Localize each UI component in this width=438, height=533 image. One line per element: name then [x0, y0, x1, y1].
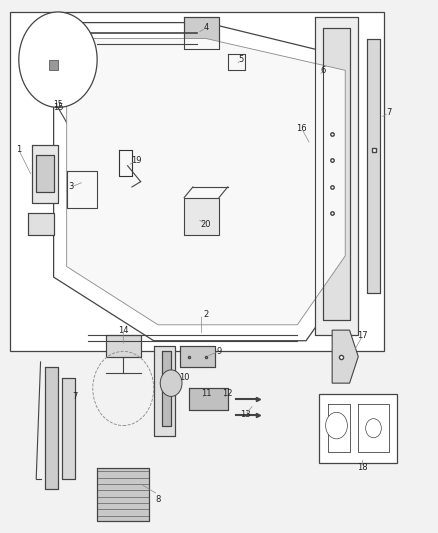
- Polygon shape: [119, 150, 132, 176]
- Polygon shape: [367, 38, 380, 293]
- Bar: [10, 12, 385, 351]
- Text: 7: 7: [73, 392, 78, 401]
- Circle shape: [19, 12, 97, 108]
- Polygon shape: [41, 49, 67, 81]
- Polygon shape: [315, 17, 358, 335]
- Polygon shape: [36, 155, 53, 192]
- FancyBboxPatch shape: [184, 198, 219, 235]
- Polygon shape: [67, 38, 345, 325]
- Polygon shape: [332, 330, 358, 383]
- Text: 17: 17: [357, 331, 368, 340]
- Text: 10: 10: [179, 373, 189, 382]
- Text: 16: 16: [297, 124, 307, 133]
- Text: 5: 5: [238, 55, 244, 64]
- Polygon shape: [97, 468, 149, 521]
- Polygon shape: [358, 405, 389, 452]
- Circle shape: [325, 413, 347, 439]
- Text: 8: 8: [155, 495, 161, 504]
- Bar: [49, 60, 58, 70]
- Polygon shape: [106, 335, 141, 357]
- Polygon shape: [323, 28, 350, 319]
- Text: 12: 12: [223, 389, 233, 398]
- Text: 2: 2: [203, 310, 208, 319]
- Polygon shape: [228, 54, 245, 70]
- Text: 15: 15: [53, 103, 63, 112]
- Text: 19: 19: [131, 156, 141, 165]
- Polygon shape: [328, 405, 350, 452]
- Text: 20: 20: [201, 220, 211, 229]
- Polygon shape: [180, 346, 215, 367]
- Text: 15: 15: [53, 100, 63, 109]
- Text: 7: 7: [386, 108, 392, 117]
- Polygon shape: [67, 171, 97, 208]
- Text: 4: 4: [203, 23, 208, 33]
- Bar: [319, 394, 397, 463]
- Polygon shape: [53, 22, 358, 341]
- Text: 3: 3: [68, 182, 74, 191]
- Text: 11: 11: [201, 389, 211, 398]
- Text: 14: 14: [118, 326, 128, 335]
- Polygon shape: [45, 367, 58, 489]
- Polygon shape: [162, 351, 171, 425]
- Polygon shape: [184, 17, 219, 49]
- Polygon shape: [62, 378, 75, 479]
- Text: 9: 9: [216, 347, 222, 356]
- Polygon shape: [28, 214, 53, 235]
- Polygon shape: [188, 389, 228, 410]
- Polygon shape: [154, 346, 176, 436]
- Text: 18: 18: [357, 464, 368, 472]
- Circle shape: [160, 370, 182, 397]
- Circle shape: [366, 419, 381, 438]
- Text: 6: 6: [321, 66, 326, 75]
- Text: 13: 13: [240, 410, 251, 419]
- Text: 1: 1: [16, 146, 21, 155]
- Polygon shape: [32, 144, 58, 203]
